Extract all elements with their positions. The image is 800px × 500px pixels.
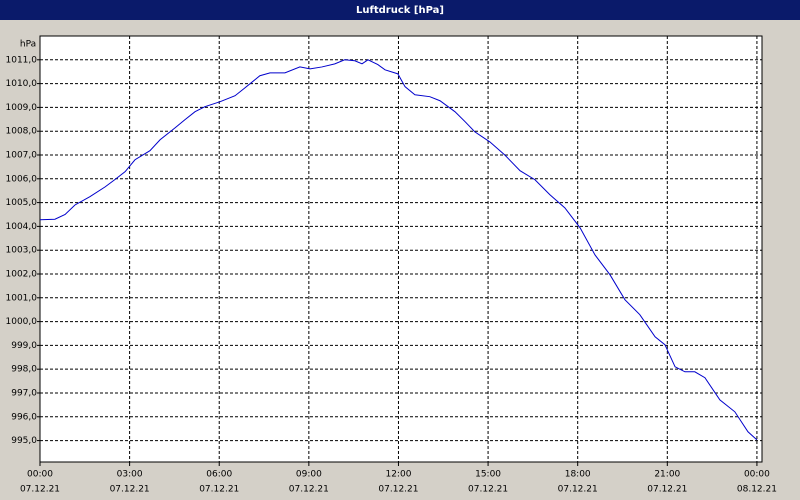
- x-tick-date: 07.12.21: [468, 485, 508, 495]
- y-tick-label: 1002,0: [6, 269, 38, 279]
- x-tick-label: 00:00: [744, 470, 770, 480]
- x-tick-date: 07.12.21: [110, 485, 150, 495]
- x-tick-label: 03:00: [117, 470, 143, 480]
- y-tick-label: 1000,0: [6, 317, 38, 327]
- y-tick-label: 995,0: [11, 436, 37, 446]
- x-tick-date: 08.12.21: [737, 485, 777, 495]
- x-tick-label: 06:00: [206, 470, 232, 480]
- y-tick-label: 1001,0: [6, 293, 38, 303]
- x-tick-label: 15:00: [475, 470, 501, 480]
- y-tick-label: 1008,0: [6, 127, 38, 137]
- x-tick-date: 07.12.21: [199, 485, 239, 495]
- title-bar: [0, 0, 800, 20]
- y-tick-label: 998,0: [11, 365, 37, 375]
- y-tick-label: 1009,0: [6, 103, 38, 113]
- chart-title: Luftdruck [hPa]: [356, 5, 444, 16]
- y-tick-label: 1006,0: [6, 174, 38, 184]
- x-tick-label: 21:00: [654, 470, 680, 480]
- y-tick-label: 999,0: [11, 341, 37, 351]
- y-tick-label: 1003,0: [6, 246, 38, 256]
- y-tick-label: 996,0: [11, 412, 37, 422]
- y-unit: hPa: [20, 40, 36, 50]
- x-tick-label: 09:00: [296, 470, 322, 480]
- y-tick-label: 1010,0: [6, 79, 38, 89]
- y-tick-label: 1011,0: [6, 55, 38, 65]
- x-tick-date: 07.12.21: [647, 485, 687, 495]
- plot-area: [39, 35, 763, 463]
- x-tick-date: 07.12.21: [378, 485, 418, 495]
- y-tick-label: 1005,0: [6, 198, 38, 208]
- x-tick-label: 00:00: [27, 470, 53, 480]
- line-series: [39, 59, 758, 441]
- y-tick-label: 1004,0: [6, 222, 38, 232]
- y-tick-label: 1007,0: [6, 150, 38, 160]
- x-tick-date: 07.12.21: [20, 485, 60, 495]
- x-tick-date: 07.12.21: [558, 485, 598, 495]
- x-tick-date: 07.12.21: [289, 485, 329, 495]
- y-tick-label: 997,0: [11, 388, 37, 398]
- x-tick-label: 12:00: [385, 470, 411, 480]
- x-tick-label: 18:00: [565, 470, 591, 480]
